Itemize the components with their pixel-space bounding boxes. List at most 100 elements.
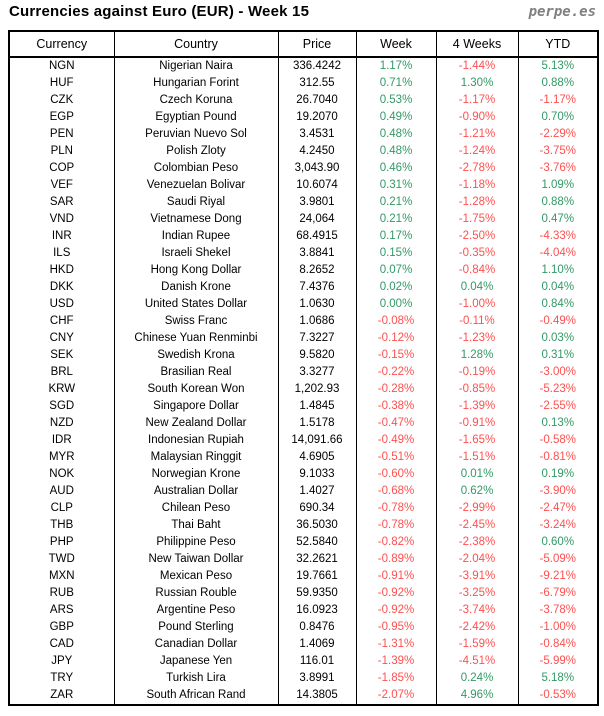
table-row: AUD Australian Dollar 1.4027 -0.68% 0.62% -3.… xyxy=(9,483,598,500)
country-cell: Peruvian Nuevo Sol xyxy=(113,126,278,143)
price-cell: 52.5840 xyxy=(277,534,356,551)
ytd-cell: 0.19% xyxy=(517,466,598,483)
price-cell: 4.2450 xyxy=(277,143,356,160)
ytd-cell: -0.81% xyxy=(517,449,598,466)
week-cell: -1.31% xyxy=(355,636,436,653)
4-weeks-cell: -1.17% xyxy=(435,92,518,109)
4-weeks-cell: 4.96% xyxy=(435,687,518,705)
price-cell: 7.4376 xyxy=(277,279,356,296)
4-weeks-cell: -1.44% xyxy=(435,57,518,75)
price-cell: 32.2621 xyxy=(277,551,356,568)
country-cell: Philippine Peso xyxy=(113,534,278,551)
4-weeks-cell: -2.42% xyxy=(435,619,518,636)
currency-cell: MYR xyxy=(48,451,75,463)
week-cell: -0.22% xyxy=(355,364,436,381)
column-header-price: Price xyxy=(277,31,356,58)
currency-cell: ILS xyxy=(53,247,71,259)
4-weeks-cell: 0.62% xyxy=(435,483,518,500)
currency-cell: COP xyxy=(49,162,75,174)
week-cell: 0.53% xyxy=(355,92,436,109)
4-weeks-cell: -0.11% xyxy=(435,313,518,330)
week-cell: 0.48% xyxy=(355,143,436,160)
price-cell: 19.2070 xyxy=(277,109,356,126)
4-weeks-cell: -3.91% xyxy=(435,568,518,585)
price-cell: 3,043.90 xyxy=(277,160,356,177)
4-weeks-cell: -1.28% xyxy=(435,194,518,211)
currency-cell: TWD xyxy=(48,553,75,565)
country-cell: Chilean Peso xyxy=(113,500,278,517)
price-cell: 116.01 xyxy=(277,653,356,670)
4-weeks-cell: -1.23% xyxy=(435,330,518,347)
week-cell: -0.51% xyxy=(355,449,436,466)
price-cell: 3.4531 xyxy=(277,126,356,143)
price-cell: 14.3805 xyxy=(277,687,356,705)
ytd-cell: -2.29% xyxy=(517,126,598,143)
country-cell: Australian Dollar xyxy=(113,483,278,500)
week-cell: -0.12% xyxy=(355,330,436,347)
4-weeks-cell: -2.45% xyxy=(435,517,518,534)
week-cell: -0.89% xyxy=(355,551,436,568)
week-cell: -0.92% xyxy=(355,585,436,602)
4-weeks-cell: 1.28% xyxy=(435,347,518,364)
week-cell: -0.91% xyxy=(355,568,436,585)
ytd-cell: -0.53% xyxy=(517,687,598,705)
country-cell: Egyptian Pound xyxy=(113,109,278,126)
price-cell: 1.0630 xyxy=(277,296,356,313)
table-row: PLN Polish Zloty 4.2450 0.48% -1.24% -3.75% xyxy=(9,143,598,160)
ytd-cell: 0.84% xyxy=(517,296,598,313)
currency-cell: KRW xyxy=(48,383,76,395)
ytd-cell: -2.47% xyxy=(517,500,598,517)
currency-cell: PHP xyxy=(49,536,74,548)
currency-cell: MXN xyxy=(48,570,75,582)
country-cell: Saudi Riyal xyxy=(113,194,278,211)
ytd-cell: -1.00% xyxy=(517,619,598,636)
table-row: HUF Hungarian Forint 312.55 0.71% 1.30% 0.88% xyxy=(9,75,598,92)
table-row: MXN Mexican Peso 19.7661 -0.91% -3.91% -9.21% xyxy=(9,568,598,585)
price-cell: 3.3277 xyxy=(277,364,356,381)
ytd-cell: -3.76% xyxy=(517,160,598,177)
price-cell: 3.8841 xyxy=(277,245,356,262)
ytd-cell: -5.99% xyxy=(517,653,598,670)
country-cell: Nigerian Naira xyxy=(113,57,278,75)
ytd-cell: 0.88% xyxy=(517,75,598,92)
table-row: IDR Indonesian Rupiah 14,091.66 -0.49% -1.65… xyxy=(9,432,598,449)
ytd-cell: -3.00% xyxy=(517,364,598,381)
currency-cell: NGN xyxy=(48,60,75,72)
country-cell: Venezuelan Bolivar xyxy=(113,177,278,194)
country-cell: New Taiwan Dollar xyxy=(113,551,278,568)
table-row: HKD Hong Kong Dollar 8.2652 0.07% -0.84% 1.10… xyxy=(9,262,598,279)
currency-cell: TRY xyxy=(50,672,74,684)
currency-cell: EGP xyxy=(49,111,74,123)
ytd-cell: -3.75% xyxy=(517,143,598,160)
country-cell: Thai Baht xyxy=(113,517,278,534)
ytd-cell: -0.58% xyxy=(517,432,598,449)
table-row: SEK Swedish Krona 9.5820 -0.15% 1.28% 0.31% xyxy=(9,347,598,364)
table-row: NGN Nigerian Naira 336.4242 1.17% -1.44% 5.13… xyxy=(9,57,598,75)
currency-cell: CZK xyxy=(50,94,74,106)
price-cell: 16.0923 xyxy=(277,602,356,619)
country-cell: Argentine Peso xyxy=(113,602,278,619)
country-cell: Turkish Lira xyxy=(113,670,278,687)
column-header-week: Week xyxy=(355,31,436,58)
table-row: ARS Argentine Peso 16.0923 -0.92% -3.74% -3.7… xyxy=(9,602,598,619)
country-cell: Singapore Dollar xyxy=(113,398,278,415)
price-cell: 3.8991 xyxy=(277,670,356,687)
price-cell: 9.1033 xyxy=(277,466,356,483)
currency-cell: CNY xyxy=(49,332,74,344)
ytd-cell: 0.70% xyxy=(517,109,598,126)
week-cell: 0.71% xyxy=(355,75,436,92)
table-row: NZD New Zealand Dollar 1.5178 -0.47% -0.91% 0… xyxy=(9,415,598,432)
country-cell: Danish Krone xyxy=(113,279,278,296)
table-row: EGP Egyptian Pound 19.2070 0.49% -0.90% 0.70% xyxy=(9,109,598,126)
table-row: CLP Chilean Peso 690.34 -0.78% -2.99% -2.47% xyxy=(9,500,598,517)
ytd-cell: 0.13% xyxy=(517,415,598,432)
country-cell: Indonesian Rupiah xyxy=(113,432,278,449)
price-cell: 1.5178 xyxy=(277,415,356,432)
price-cell: 7.3227 xyxy=(277,330,356,347)
week-cell: 0.07% xyxy=(355,262,436,279)
column-header-ytd: YTD xyxy=(517,31,598,58)
week-cell: 0.31% xyxy=(355,177,436,194)
4-weeks-cell: -3.74% xyxy=(435,602,518,619)
country-cell: Swedish Krona xyxy=(113,347,278,364)
week-cell: 0.21% xyxy=(355,194,436,211)
